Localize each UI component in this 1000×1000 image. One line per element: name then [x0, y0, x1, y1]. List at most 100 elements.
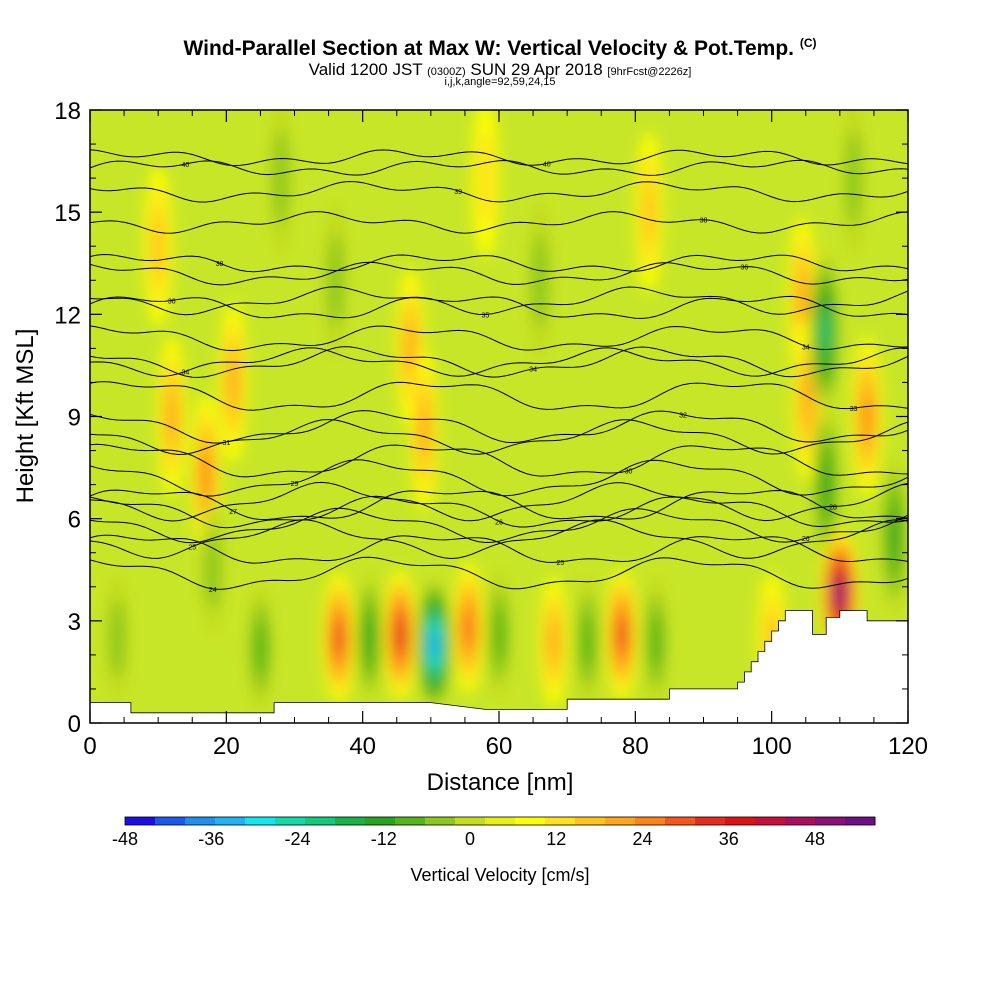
contour-label: 40 [543, 161, 551, 168]
colorbar-swatch [275, 817, 306, 825]
theta-contour [90, 519, 908, 560]
velocity-cell [335, 624, 343, 651]
velocity-cell [821, 457, 831, 512]
contour-label: 34 [529, 367, 537, 374]
title-mark: (C) [799, 36, 817, 50]
velocity-cell [649, 613, 662, 670]
theta-contour [90, 159, 908, 176]
theta-contour [90, 295, 908, 319]
y-tick-label: 9 [68, 405, 81, 432]
chart-title: Wind-Parallel Section at Max W: Vertical… [183, 36, 817, 60]
velocity-cell [477, 130, 494, 227]
plot-area: 40 40 39 38 38 36 35 36 34 34 34 33 32 31 30 29 28 27 26 26… [90, 110, 908, 723]
contour-label: 25 [556, 560, 564, 567]
velocity-cell [493, 606, 505, 663]
theta-contour [90, 489, 908, 520]
theta-contour [90, 180, 908, 203]
contour-label: 35 [481, 313, 489, 320]
contour-label: 30 [625, 469, 633, 476]
contour-label: 25 [188, 545, 196, 552]
y-tick-label: 12 [54, 302, 81, 329]
contour-label: 28 [829, 504, 837, 511]
y-tick-label: 15 [54, 200, 81, 227]
colorbar-swatch [425, 817, 456, 825]
velocity-cell [419, 403, 429, 457]
colorbar-tick-label: 12 [546, 829, 566, 849]
velocity-cell [531, 232, 548, 329]
velocity-cell [863, 394, 872, 439]
velocity-cell [152, 211, 165, 281]
contour-label: 40 [182, 162, 190, 169]
colorbar-swatch [665, 817, 696, 825]
chart-subtitle-2: i,j,k,angle=92,59,24,15 [444, 76, 556, 88]
theta-contour [90, 507, 908, 544]
velocity-cell [845, 130, 862, 227]
x-tick-label: 20 [213, 733, 240, 760]
velocity-cell [464, 612, 472, 643]
contour-label: 26 [802, 536, 810, 543]
colorbar-tick-label: 24 [632, 829, 652, 849]
colorbar-swatch [185, 817, 216, 825]
colorbar-swatch [335, 817, 366, 825]
theta-contour [90, 149, 908, 167]
velocity-cell [643, 177, 655, 247]
velocity-cell [167, 389, 177, 444]
velocity-cell [364, 616, 375, 660]
theta-contour [90, 556, 908, 590]
x-axis-label: Distance [nm] [427, 769, 574, 796]
colorbar-swatch [575, 817, 606, 825]
contour-label: 24 [209, 587, 217, 594]
colorbar-swatch [815, 817, 846, 825]
contour-label: 27 [229, 509, 237, 516]
contour-label: 38 [700, 218, 708, 225]
colorbar-swatch [515, 817, 546, 825]
terrain-mask [90, 610, 908, 723]
x-tick-label: 120 [888, 733, 928, 760]
colorbar-tick-label: 0 [465, 829, 475, 849]
contour-label: 34 [182, 369, 190, 376]
colorbar-label: Vertical Velocity [cm/s] [410, 865, 589, 885]
velocity-cell [431, 635, 437, 654]
colorbar-swatch [215, 817, 246, 825]
theta-contour [90, 381, 908, 411]
colorbar-swatch [755, 817, 786, 825]
theta-contour [90, 347, 908, 377]
colorbar-swatch [785, 817, 816, 825]
y-tick-label: 0 [68, 711, 81, 738]
colorbar: -48 -36 -24 -12 0 12 24 36 48 [112, 816, 876, 849]
terrain [90, 610, 908, 723]
contour-label: 36 [741, 265, 749, 272]
velocity-cell [618, 621, 625, 648]
theta-contour [90, 418, 908, 456]
velocity-cell [201, 452, 210, 497]
y-tick-label: 18 [54, 98, 81, 125]
contour-label: 26 [495, 519, 503, 526]
contour-label: 29 [291, 481, 299, 488]
colorbar-frame [124, 816, 876, 826]
colorbar-swatch [155, 817, 186, 825]
theta-contour [90, 495, 908, 529]
colorbar-swatch [455, 817, 486, 825]
colorbar-swatch [485, 817, 516, 825]
colorbar-tick-label: 36 [719, 829, 739, 849]
contour-label: 36 [168, 298, 176, 305]
velocity-cell [109, 598, 126, 677]
colorbar-swatch [305, 817, 336, 825]
theta-contours: 40 40 39 38 38 36 35 36 34 34 34 33 32 31 30 29 28 27 26 26… [90, 149, 908, 594]
y-axis-label: Height [Kft MSL] [12, 329, 39, 504]
contour-label: 32 [679, 413, 687, 420]
y-tick-label: 3 [68, 609, 81, 636]
velocity-cell [327, 232, 344, 329]
colorbar-swatch [695, 817, 726, 825]
theta-contour [90, 211, 908, 234]
contour-label: 33 [850, 406, 858, 413]
velocity-cell [821, 312, 829, 350]
chart-subtitle: Valid 1200 JST (0300Z) SUN 29 Apr 2018 [… [308, 60, 692, 79]
theta-contour [90, 325, 908, 352]
colorbar-tick-label: -36 [198, 829, 224, 849]
contour-label: 38 [216, 261, 224, 268]
contour-label: 34 [802, 344, 810, 351]
velocity-field [104, 110, 908, 714]
